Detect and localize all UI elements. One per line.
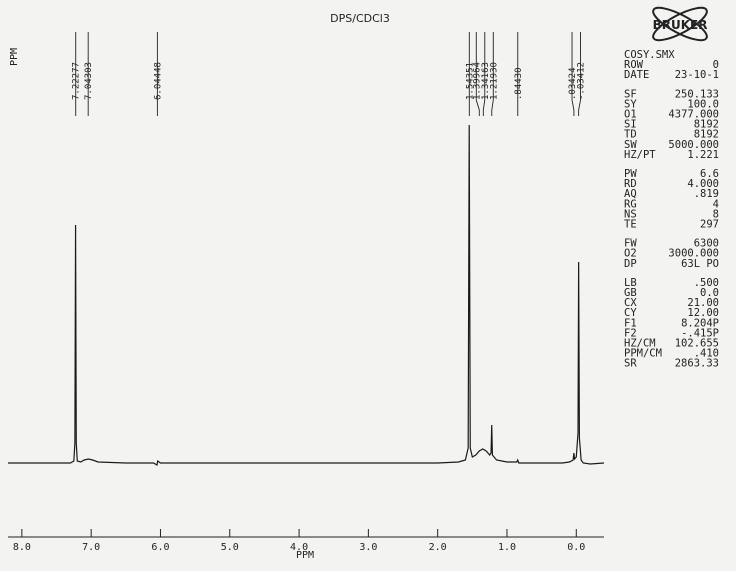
peak-label: 7.04303: [84, 62, 94, 100]
param-value: 5000.000: [668, 139, 719, 151]
peak-leader: [571, 32, 575, 116]
param-value: 8: [713, 208, 719, 220]
logo-orbit: [652, 6, 708, 42]
param-value: 0.0: [700, 287, 719, 299]
peak-label: 1.34163: [481, 62, 491, 100]
param-value: 4.000: [687, 178, 719, 190]
param-value: 6300: [694, 238, 719, 250]
param-key: SR: [624, 358, 637, 370]
param-value: .819: [694, 188, 719, 200]
param-key: SF: [624, 88, 637, 100]
logo-text: BRUKER: [653, 18, 708, 32]
param-value: 63L PO: [681, 258, 719, 270]
param-value: 1.221: [687, 149, 719, 161]
peak-leader: [475, 32, 480, 116]
param-key: RD: [624, 178, 637, 190]
param-value: -.415P: [681, 327, 719, 339]
param-value: 8192: [694, 129, 719, 141]
param-key: PPM/CM: [624, 348, 662, 360]
x-tick-label: 8.0: [13, 542, 31, 553]
param-key: DP: [624, 258, 637, 270]
param-value: 6.6: [700, 168, 719, 180]
param-value: 4377.000: [668, 109, 719, 121]
param-key: GB: [624, 287, 637, 299]
x-tick-label: 2.0: [429, 542, 447, 553]
param-value: .410: [694, 348, 719, 360]
param-value: 100.0: [687, 98, 719, 110]
peak-leader: [482, 32, 486, 116]
param-value: 4: [713, 198, 719, 210]
logo: BRUKER: [652, 6, 708, 42]
param-value: 3000.000: [668, 248, 719, 260]
param-value: 23-10-1: [675, 69, 719, 81]
param-key: PW: [624, 168, 637, 180]
param-value: 102.655: [675, 338, 719, 350]
param-key: HZ/CM: [624, 338, 656, 350]
param-value: 12.00: [687, 307, 719, 319]
spectrum-line: [8, 124, 605, 466]
param-value: 8.204P: [681, 317, 719, 329]
peak-label: -.03412: [577, 62, 587, 100]
param-key: AQ: [624, 188, 637, 200]
param-key: SW: [624, 139, 637, 151]
x-tick-label: 0.0: [567, 542, 585, 553]
param-key: LB: [624, 277, 637, 289]
x-tick-label: 3.0: [359, 542, 377, 553]
peak-leader: [578, 32, 581, 116]
param-key: O1: [624, 109, 637, 121]
chart-title: DPS/CDCl3: [330, 12, 390, 25]
param-key: RG: [624, 198, 637, 210]
param-key: SI: [624, 119, 637, 131]
param-value: 21.00: [687, 297, 719, 309]
param-value: 8192: [694, 119, 719, 131]
x-tick-label: 4.0: [290, 542, 308, 553]
peak-label: 1.54351: [465, 62, 475, 100]
param-value: 297: [700, 219, 719, 231]
peak-leader: [491, 32, 494, 116]
param-key: ROW: [624, 59, 644, 71]
param-key: HZ/PT: [624, 149, 656, 161]
param-key: TE: [624, 219, 637, 231]
param-key: TD: [624, 129, 637, 141]
param-value: 0: [713, 59, 719, 71]
x-label: PPM: [296, 550, 314, 561]
x-tick-label: 6.0: [151, 542, 169, 553]
peak-label: 6.04448: [153, 62, 163, 100]
param-key: O2: [624, 248, 637, 260]
peak-label: .03424: [568, 67, 578, 100]
peak-label: 1.21930: [489, 62, 499, 100]
param-key: SY: [624, 98, 637, 110]
param-key: FW: [624, 238, 637, 250]
param-key: F2: [624, 327, 637, 339]
param-value: 250.133: [675, 88, 719, 100]
param-key: F1: [624, 317, 637, 329]
param-key: DATE: [624, 69, 649, 81]
param-key: NS: [624, 208, 637, 220]
param-key: CY: [624, 307, 637, 319]
x-tick-label: 7.0: [82, 542, 100, 553]
peak-label: 7.22277: [72, 62, 82, 100]
peak-label: .84430: [514, 67, 524, 100]
x-tick-label: 1.0: [498, 542, 516, 553]
x-tick-label: 5.0: [221, 542, 239, 553]
param-key: COSY.SMX: [624, 49, 675, 61]
param-value: 2863.33: [675, 358, 719, 370]
peak-label: 1.39964: [472, 62, 482, 100]
param-key: CX: [624, 297, 637, 309]
param-value: .500: [694, 277, 719, 289]
logo-orbit: [652, 6, 708, 42]
y-label: PPM: [9, 48, 20, 66]
